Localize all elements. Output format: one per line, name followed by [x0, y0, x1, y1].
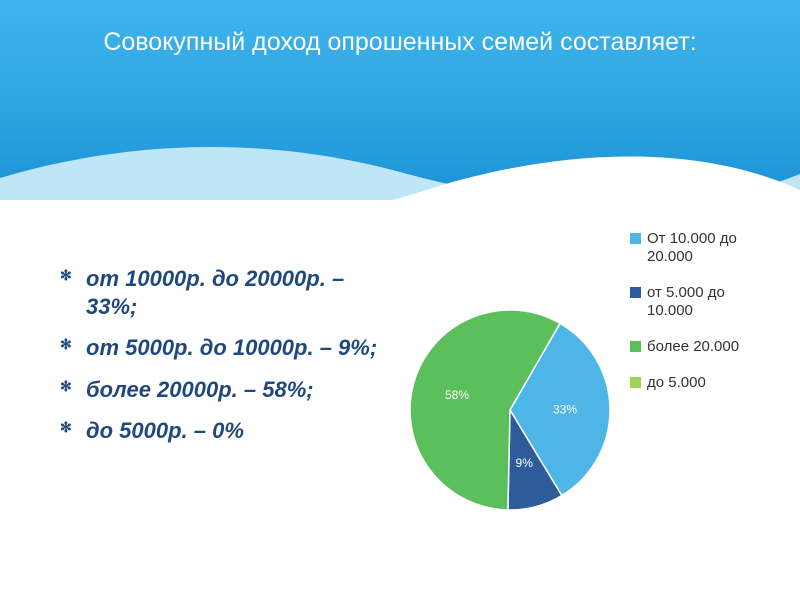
legend-item: от 5.000 до 10.000 [630, 284, 770, 320]
pie-slice-label: 58% [445, 388, 469, 402]
bullet-item: до 5000р. – 0% [60, 417, 380, 445]
pie-chart: 33% 9% 58% От 10.000 до 20.000 от 5.000 до … [390, 230, 770, 550]
legend-swatch [630, 341, 641, 352]
slide-title: Совокупный доход опрошенных семей состав… [60, 26, 740, 59]
pie-svg: 33% 9% 58% [400, 300, 620, 520]
content-area: от 10000р. до 20000р. – 33%; от 5000р. д… [0, 200, 800, 600]
pie-slice-label: 9% [516, 456, 534, 470]
pie-slice-label: 33% [553, 402, 577, 416]
title-area: Совокупный доход опрошенных семей состав… [0, 0, 800, 59]
legend-label: более 20.000 [647, 338, 739, 356]
legend-swatch [630, 287, 641, 298]
slide: Совокупный доход опрошенных семей состав… [0, 0, 800, 600]
legend-label: от 5.000 до 10.000 [647, 284, 770, 320]
bullet-list: от 10000р. до 20000р. – 33%; от 5000р. д… [60, 265, 380, 459]
bullet-item: от 5000р. до 10000р. – 9%; [60, 334, 380, 362]
legend-item: до 5.000 [630, 374, 770, 392]
bullet-item: от 10000р. до 20000р. – 33%; [60, 265, 380, 320]
legend-label: От 10.000 до 20.000 [647, 230, 770, 266]
legend-item: От 10.000 до 20.000 [630, 230, 770, 266]
legend-swatch [630, 377, 641, 388]
legend-swatch [630, 233, 641, 244]
chart-legend: От 10.000 до 20.000 от 5.000 до 10.000 бол… [630, 230, 770, 410]
bullet-item: более 20000р. – 58%; [60, 376, 380, 404]
legend-item: более 20.000 [630, 338, 770, 356]
legend-label: до 5.000 [647, 374, 706, 392]
